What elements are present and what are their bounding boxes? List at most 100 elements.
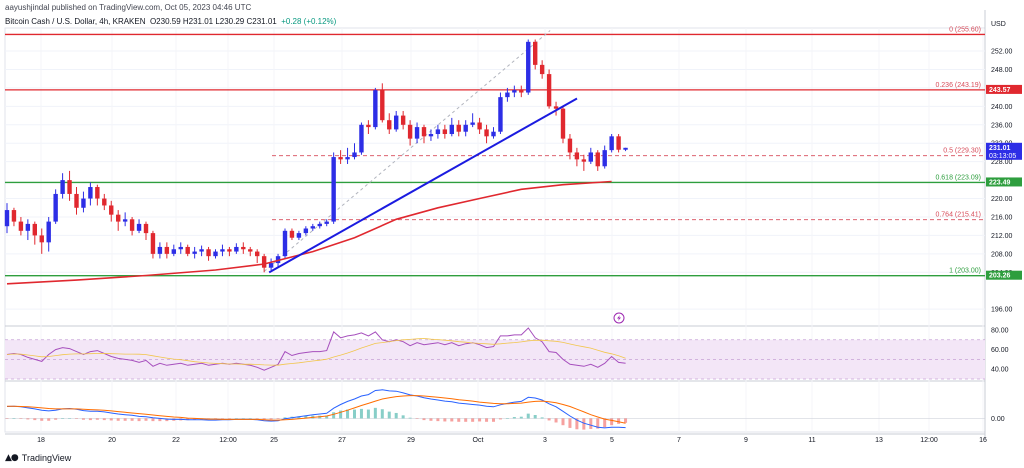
candle-body bbox=[261, 256, 267, 268]
macd-histogram-bar bbox=[401, 415, 405, 419]
x-tick-label: 12:00 bbox=[920, 437, 938, 444]
macd-histogram-bar bbox=[457, 418, 461, 422]
x-tick-label: 9 bbox=[744, 437, 748, 444]
candle-body bbox=[394, 115, 399, 130]
macd-histogram-bar bbox=[227, 418, 231, 419]
candle-body bbox=[109, 205, 114, 215]
macd-histogram-bar bbox=[186, 418, 190, 421]
macd-histogram-bar bbox=[220, 418, 224, 419]
macd-histogram-bar bbox=[478, 418, 482, 422]
macd-histogram-bar bbox=[325, 415, 329, 419]
macd-histogram-bar bbox=[526, 413, 530, 419]
candle-body bbox=[428, 134, 434, 137]
candle-body bbox=[268, 263, 274, 268]
candle-body bbox=[248, 249, 253, 252]
fib-level-label: 0.5 (229.30) bbox=[943, 148, 981, 155]
bullish-trendline bbox=[268, 97, 578, 274]
macd-histogram-bar bbox=[575, 418, 579, 430]
candle-body bbox=[46, 221, 51, 243]
macd-histogram-bar bbox=[436, 418, 440, 422]
macd-line bbox=[6, 389, 626, 429]
macd-histogram-bar bbox=[547, 418, 551, 421]
macd-histogram-bar bbox=[498, 418, 502, 420]
macd-histogram-bar bbox=[5, 418, 9, 419]
macd-histogram-bar bbox=[123, 418, 127, 421]
y-tick-label: 240.00 bbox=[991, 104, 1013, 111]
candle-body bbox=[470, 122, 475, 125]
price-axis-badge-label: 231.01 bbox=[989, 145, 1011, 152]
x-tick-label: 12:00 bbox=[219, 437, 237, 444]
macd-histogram-bar bbox=[471, 418, 475, 422]
macd-histogram-bar bbox=[373, 407, 377, 419]
candle-body bbox=[345, 157, 350, 160]
candle-body bbox=[122, 219, 128, 222]
candle-body bbox=[324, 221, 329, 224]
candle-body bbox=[150, 233, 156, 254]
macd-histogram-bar bbox=[332, 412, 336, 419]
candle-body bbox=[241, 246, 246, 250]
candle-body bbox=[185, 246, 190, 254]
macd-histogram-bar bbox=[603, 418, 607, 428]
price-axis-badge-label: 203.26 bbox=[989, 273, 1011, 280]
candle-body bbox=[616, 136, 621, 150]
y-tick-label: 252.00 bbox=[991, 49, 1013, 56]
y-tick-label: 208.00 bbox=[991, 251, 1013, 258]
macd-histogram-bar bbox=[568, 418, 572, 428]
candle-body bbox=[359, 124, 364, 153]
rsi-band bbox=[5, 339, 985, 380]
macd-histogram-bar bbox=[12, 418, 16, 419]
candle-body bbox=[484, 129, 489, 137]
macd-histogram-bar bbox=[554, 418, 558, 423]
candle-body bbox=[588, 152, 593, 162]
price-axis-badge bbox=[986, 177, 1022, 187]
x-tick-label: 16 bbox=[979, 437, 987, 444]
macd-histogram-bar bbox=[359, 408, 363, 419]
candle-body bbox=[595, 152, 600, 167]
y-tick-label: 220.00 bbox=[991, 196, 1013, 203]
macd-histogram-bar bbox=[540, 417, 544, 419]
macd-histogram-bar bbox=[158, 418, 162, 422]
macd-histogram-bar bbox=[102, 418, 106, 421]
macd-histogram-bar bbox=[75, 418, 78, 419]
candle-body bbox=[414, 127, 420, 139]
rsi-tick-label: 60.00 bbox=[991, 347, 1009, 354]
x-tick-label: 27 bbox=[338, 437, 346, 444]
candle-body bbox=[560, 108, 566, 139]
candle-body bbox=[505, 92, 510, 98]
macd-histogram-bar bbox=[130, 418, 134, 421]
candle-body bbox=[81, 198, 86, 208]
ohlc-values: O230.59 H231.01 L230.29 C231.01 bbox=[149, 17, 277, 26]
footer-brand: ▲● TradingView bbox=[5, 453, 71, 463]
candle-body bbox=[546, 74, 552, 107]
macd-histogram-bar bbox=[339, 410, 343, 419]
macd-histogram-bar bbox=[61, 418, 65, 419]
ema-100-line bbox=[6, 180, 612, 285]
macd-histogram-bar bbox=[415, 418, 419, 419]
candle-body bbox=[129, 219, 135, 231]
macd-histogram-bar bbox=[276, 418, 280, 420]
macd-histogram-bar bbox=[561, 418, 565, 426]
candle-body bbox=[449, 124, 454, 135]
candle-body bbox=[88, 187, 93, 199]
macd-histogram-bar bbox=[248, 418, 252, 419]
candle-body bbox=[373, 90, 378, 128]
candle-body bbox=[18, 221, 24, 231]
candle-body bbox=[39, 235, 44, 243]
macd-histogram-bar bbox=[366, 409, 370, 419]
x-tick-label: 11 bbox=[808, 437, 815, 444]
candle-body bbox=[463, 124, 468, 132]
candle-body bbox=[255, 251, 260, 257]
candle-body bbox=[477, 122, 482, 130]
macd-histogram-bar bbox=[346, 409, 350, 419]
fib-level-label: 0.764 (215.41) bbox=[935, 212, 981, 219]
x-tick-label: Oct bbox=[473, 437, 484, 444]
macd-histogram-bar bbox=[353, 409, 356, 419]
x-tick-label: 29 bbox=[407, 437, 415, 444]
price-change: +0.28 (+0.12%) bbox=[281, 17, 337, 26]
candle-body bbox=[157, 246, 163, 254]
macd-histogram-bar bbox=[464, 418, 468, 422]
candle-body bbox=[539, 64, 545, 75]
macd-histogram-bar bbox=[19, 418, 23, 419]
candle-body bbox=[220, 249, 225, 252]
